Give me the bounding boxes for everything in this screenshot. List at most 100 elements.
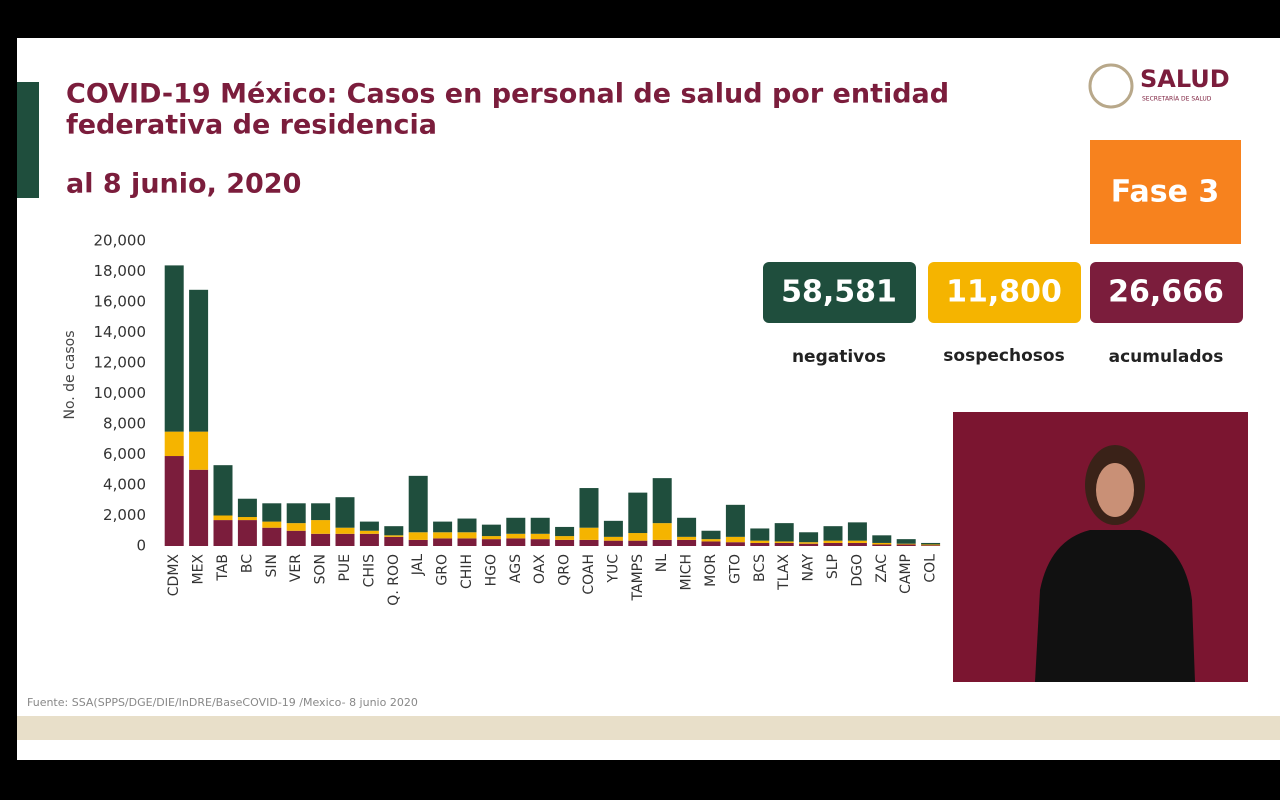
bar-segment <box>896 539 916 544</box>
bar-segment <box>457 532 477 539</box>
bar-segment <box>896 544 916 546</box>
bar-segment <box>823 526 843 541</box>
x-tick-label: TLAX <box>776 554 792 591</box>
y-tick-label: 12,000 <box>94 354 147 372</box>
source: Fuente: SSA(SPPS/DGE/DIE/InDRE/BaseCOVID… <box>27 696 418 709</box>
bar-segment <box>774 541 794 543</box>
x-tick-label: QRO <box>557 554 573 586</box>
x-tick-label: CHIS <box>361 554 377 587</box>
y-tick-label: 18,000 <box>94 262 147 280</box>
phase: Fase 3 <box>1111 175 1220 210</box>
bar-segment <box>799 532 819 543</box>
plot: 0 2,000 4,000 6,000 8,000 10,000 12,000 14,000 1… <box>94 232 941 606</box>
bar-segment <box>530 517 550 534</box>
stat-box <box>1090 262 1243 323</box>
bar-segment <box>237 520 257 546</box>
bar-segment <box>628 492 648 534</box>
bar-segment <box>921 544 941 546</box>
x-tick-label: MEX <box>191 554 207 585</box>
x-tick-label: MICH <box>679 554 695 591</box>
bar-segment <box>603 540 623 546</box>
bar-segment <box>701 530 721 540</box>
bar-segment <box>384 535 404 537</box>
bar-segment <box>335 533 355 546</box>
bar-segment <box>408 539 428 546</box>
bar-segment <box>286 530 306 546</box>
bar-segment <box>628 533 648 541</box>
x-tick-label: CAMP <box>898 554 914 594</box>
x-tick-label: NL <box>654 554 670 572</box>
bar-segment <box>164 265 184 432</box>
x-tick-label: SON <box>313 554 329 584</box>
bar-segment <box>896 543 916 545</box>
bar-segment <box>164 431 184 457</box>
y-tick-label: 10,000 <box>94 384 147 402</box>
bar-segment <box>359 530 379 534</box>
bar-segment <box>189 431 209 470</box>
bar-segment <box>579 488 599 528</box>
bar-segment <box>481 539 501 546</box>
bar-segment <box>701 539 721 542</box>
bar-segment <box>677 539 697 546</box>
x-tick-label: CHIH <box>459 554 475 589</box>
interpreter-face <box>1096 463 1134 517</box>
logo-subtitle: SECRETARÍA DE SALUD <box>1142 96 1212 103</box>
bar-segment <box>213 515 233 521</box>
x-tick-label: OAX <box>532 554 548 584</box>
bar-segment <box>335 497 355 528</box>
bar-segment <box>384 536 404 546</box>
bar-segment <box>555 536 575 540</box>
bar-segment <box>359 521 379 531</box>
bar-segment <box>555 539 575 546</box>
date: al 8 junio, 2020 <box>66 169 301 200</box>
bar-segment <box>433 538 453 546</box>
bar-segment <box>579 539 599 546</box>
bar-segment <box>237 517 257 521</box>
bar-segment <box>725 536 745 543</box>
bar-segment <box>872 535 892 543</box>
bar-segment <box>847 540 867 543</box>
bar-segment <box>506 517 526 534</box>
bar-segment <box>506 538 526 546</box>
bar-segment <box>725 542 745 546</box>
bar-segment <box>823 542 843 546</box>
y-tick-label: 14,000 <box>94 323 147 341</box>
bar-segment <box>750 540 770 543</box>
y-tick-label: 8,000 <box>103 415 146 433</box>
bar-segment <box>579 527 599 540</box>
y-tick-label: 4,000 <box>103 476 146 494</box>
x-tick-label: SLP <box>825 554 841 579</box>
bar-segment <box>774 542 794 546</box>
bar-segment <box>701 541 721 546</box>
title: COVID-19 México: Casos en personal de sa… <box>66 79 949 110</box>
phase-box <box>1090 140 1241 244</box>
bar-segment <box>530 533 550 540</box>
stat-box <box>763 262 916 323</box>
bar-segment <box>311 533 331 546</box>
bar-segment <box>652 478 672 524</box>
x-tick-label: AGS <box>508 554 524 583</box>
bar-segment <box>750 542 770 546</box>
bar-segment <box>677 536 697 540</box>
x-tick-label: SIN <box>264 554 280 578</box>
y-axis-label: No. de casos <box>62 330 78 419</box>
bar-segment <box>433 521 453 533</box>
bar-segment <box>481 524 501 537</box>
bar-segment <box>408 532 428 540</box>
logo-emblem <box>1088 63 1134 109</box>
bar-segment <box>750 528 770 541</box>
bar-segment <box>384 526 404 536</box>
x-tick-label: GRO <box>435 554 451 586</box>
bar-segment <box>164 456 184 546</box>
bar-segment <box>189 289 209 432</box>
stat-label: negativos <box>792 347 886 367</box>
x-tick-label: PUE <box>337 554 353 582</box>
bar-segment <box>311 503 331 521</box>
stat-box <box>928 262 1081 323</box>
bar-segment <box>189 469 209 546</box>
stat-number: 58,581 <box>781 275 897 310</box>
bar-segment <box>481 536 501 540</box>
bar-segment <box>335 527 355 534</box>
stat-number: 11,800 <box>946 275 1062 310</box>
footer-strip <box>17 716 1280 740</box>
